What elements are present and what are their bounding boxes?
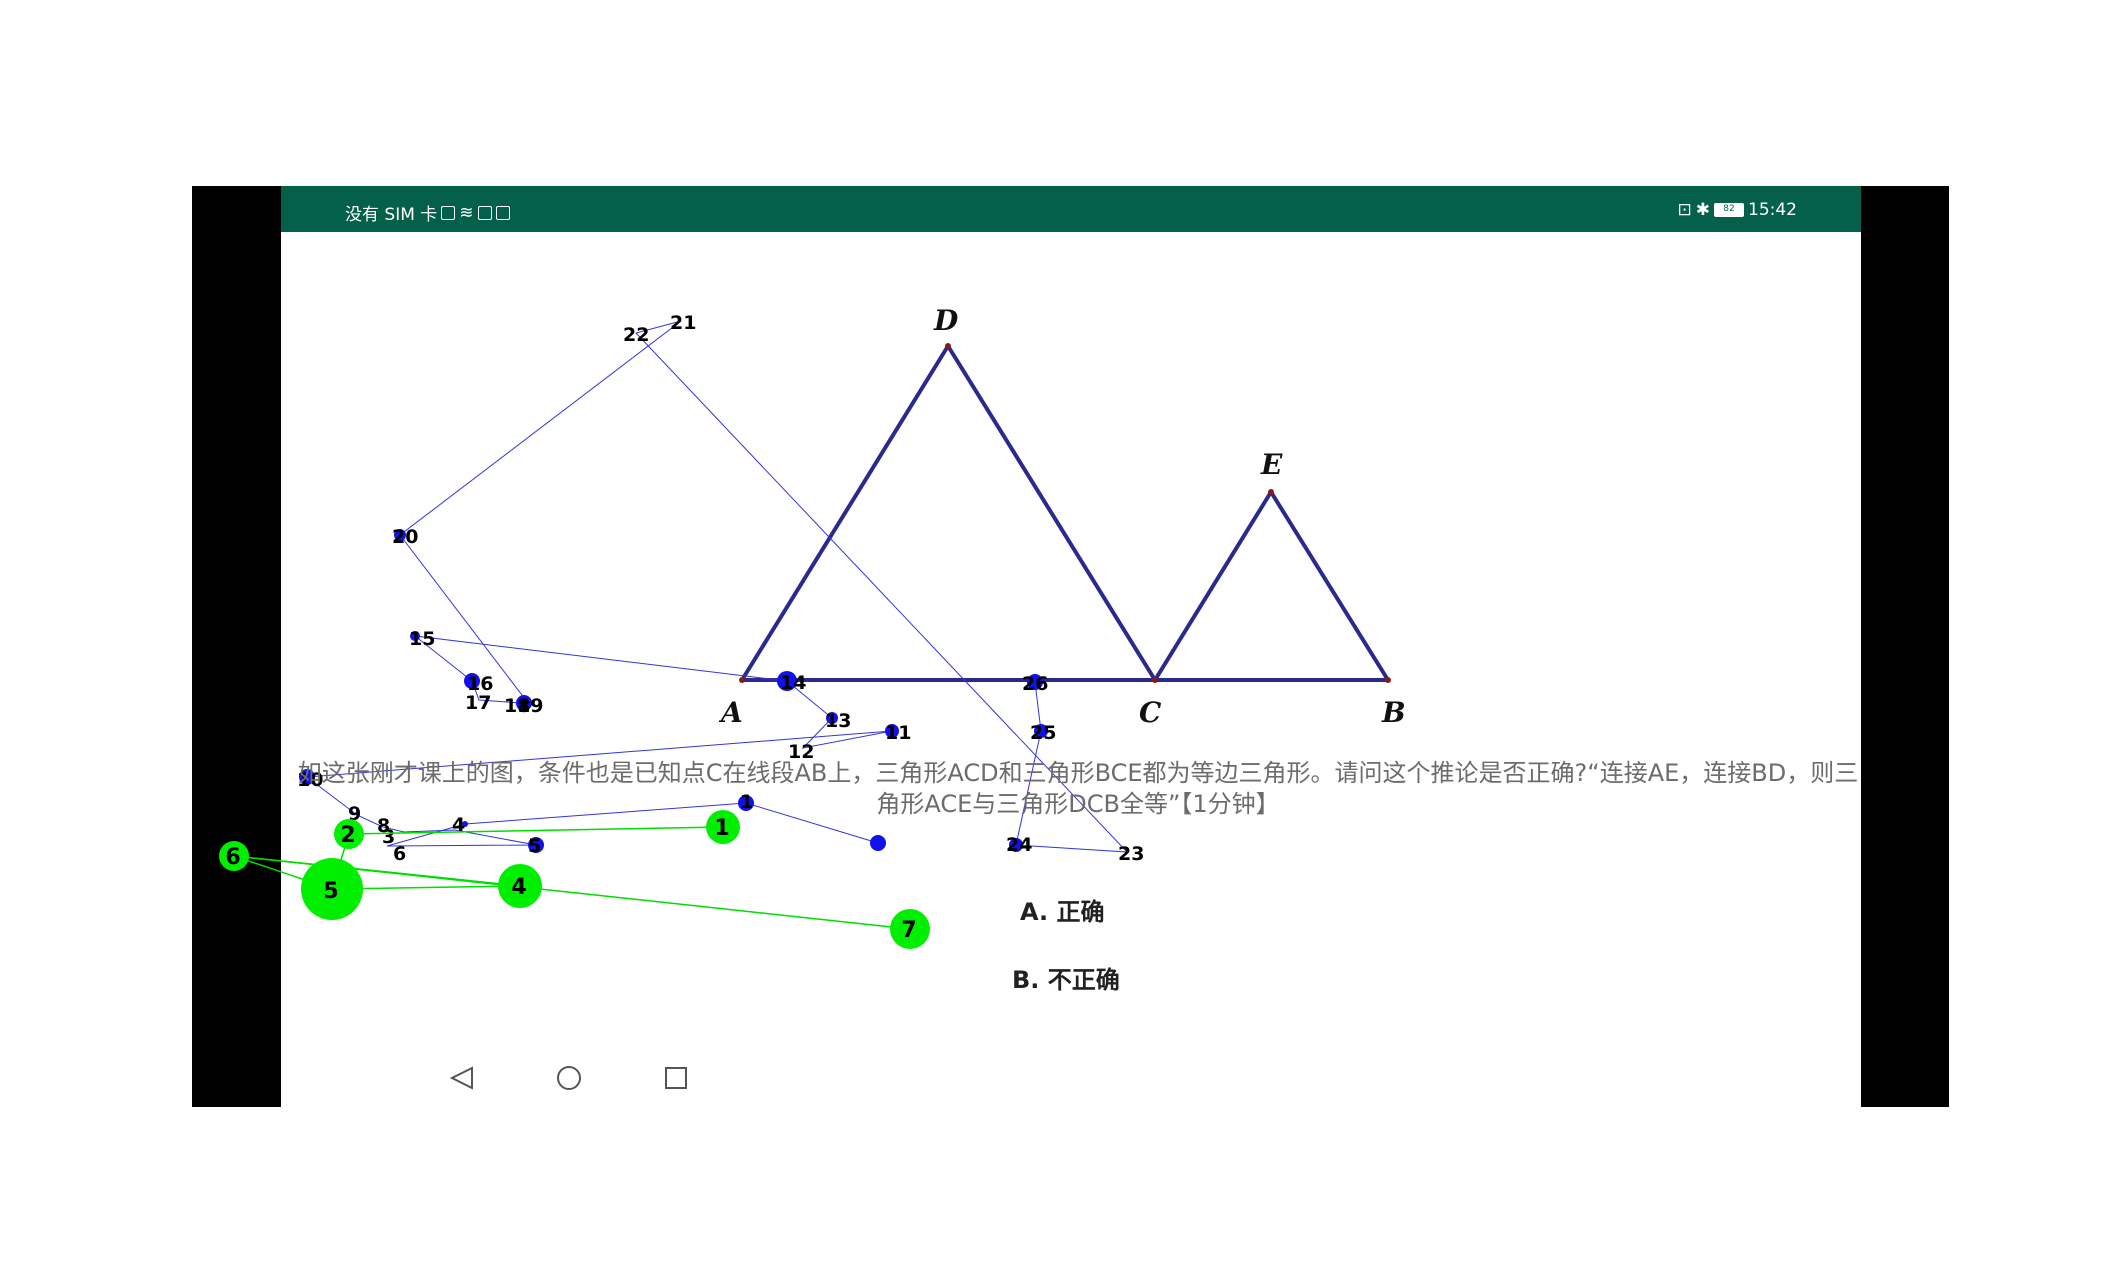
vertex-b	[1385, 677, 1391, 683]
status-right: ⊡ ✱ 82 15:42	[1678, 200, 1798, 220]
gaze-label: 17	[465, 692, 491, 714]
clock-text: 15:42	[1748, 200, 1797, 220]
fixation-2	[334, 819, 364, 849]
option-a-button[interactable]: A. 正确	[1020, 898, 1105, 926]
point-label-c: C	[1139, 696, 1162, 729]
gaze-point	[299, 769, 315, 785]
gaze-point	[464, 673, 480, 689]
fixation-label: 6	[225, 845, 240, 870]
vertex-c	[1152, 677, 1158, 683]
fixation-label: 5	[323, 879, 338, 904]
wifi-icon: ≋	[459, 202, 474, 223]
gaze-point	[1034, 724, 1048, 738]
gaze-label: 12	[788, 741, 814, 763]
battery-icon: 82	[1714, 203, 1744, 217]
status-left: 没有 SIM 卡 ≋	[345, 200, 510, 225]
fixation-label: 7	[901, 918, 916, 943]
vertex-e	[1268, 489, 1274, 495]
fixation-label: 4	[511, 875, 526, 900]
app-notification-icon	[477, 205, 492, 220]
blue-gaze-path	[305, 320, 1129, 853]
green-fixation-labels: 1 2 4 5 6 7	[225, 816, 916, 943]
option-b-button[interactable]: B. 不正确	[1012, 966, 1120, 994]
gaze-label: 21	[670, 312, 696, 334]
geometry-figure	[740, 344, 1390, 682]
gaze-point	[528, 837, 544, 853]
gaze-point	[462, 821, 468, 827]
vertex-d	[945, 343, 951, 349]
app-notification-icon-2	[495, 205, 510, 220]
gaze-label: 4	[452, 814, 465, 836]
vertex-a	[739, 677, 745, 683]
fixation-label: 2	[340, 823, 355, 848]
status-bar: 没有 SIM 卡 ≋ ⊡ ✱ 82 15:42	[281, 186, 1861, 232]
sim-icon	[441, 205, 456, 220]
bluetooth-icon: ✱	[1695, 200, 1710, 220]
nav-bar	[449, 1066, 687, 1090]
point-label-b: B	[1381, 696, 1406, 729]
gaze-label: 5	[528, 835, 541, 857]
gaze-label: 3	[382, 826, 395, 848]
gaze-label: 11	[885, 722, 911, 744]
green-fixations	[219, 810, 930, 949]
point-label-d: D	[933, 304, 959, 337]
fixation-1	[706, 810, 740, 844]
figure-labels: A B C D E	[718, 304, 1406, 729]
gaze-label: 22	[623, 324, 649, 346]
gaze-label: 20	[392, 526, 418, 548]
carrier-text: 没有 SIM 卡	[345, 205, 438, 225]
fixation-label: 1	[714, 816, 729, 841]
point-label-e: E	[1260, 448, 1283, 481]
gaze-label: 19	[517, 695, 543, 717]
blue-gaze-points	[299, 529, 1048, 853]
gaze-label: 6	[393, 843, 406, 865]
fixation-4	[498, 864, 542, 908]
gaze-point	[738, 795, 754, 811]
gaze-label: 10	[297, 769, 323, 791]
green-gaze-path-extra	[233, 855, 521, 887]
gaze-label: 14	[780, 672, 806, 694]
fixation-5	[301, 858, 363, 920]
gaze-label: 26	[1022, 673, 1048, 695]
gaze-point	[777, 671, 797, 691]
gaze-label: 8	[377, 815, 390, 837]
home-button[interactable]	[557, 1066, 581, 1090]
gaze-label: 15	[409, 628, 435, 650]
gaze-label: 23	[1118, 843, 1144, 865]
gaze-point	[394, 529, 406, 541]
gaze-label: 24	[1006, 834, 1032, 856]
back-button[interactable]	[449, 1066, 473, 1090]
gaze-label: 18	[504, 695, 530, 717]
gaze-point	[1027, 674, 1043, 690]
fixation-7	[890, 909, 930, 949]
gaze-point	[1009, 838, 1023, 852]
triangle-acd	[740, 344, 1157, 682]
fixation-6	[219, 841, 249, 871]
figure-vertices	[739, 343, 1391, 683]
gaze-label: 1	[740, 791, 753, 813]
question-text: 如这张刚才课上的图，条件也是已知点C在线段AB上，三角形ACD和三角形BCE都为…	[297, 759, 1859, 818]
gaze-label: 25	[1030, 722, 1056, 744]
phone-screen: 没有 SIM 卡 ≋ ⊡ ✱ 82 15:42	[281, 186, 1861, 1107]
triangle-bce	[1153, 490, 1390, 682]
recents-button[interactable]	[665, 1067, 687, 1089]
gaze-label: 16	[467, 673, 493, 695]
gaze-point	[516, 695, 532, 711]
gaze-point	[410, 631, 420, 641]
gaze-point	[870, 835, 886, 851]
cast-icon: ⊡	[1677, 200, 1692, 220]
gaze-label: 13	[825, 710, 851, 732]
point-label-a: A	[718, 696, 743, 729]
gaze-point	[885, 724, 899, 738]
gaze-point	[826, 712, 838, 724]
blue-gaze-labels: 1 3 4 5 6 8 9 10 11 12 13 14 15 16 17 18…	[297, 312, 1144, 865]
